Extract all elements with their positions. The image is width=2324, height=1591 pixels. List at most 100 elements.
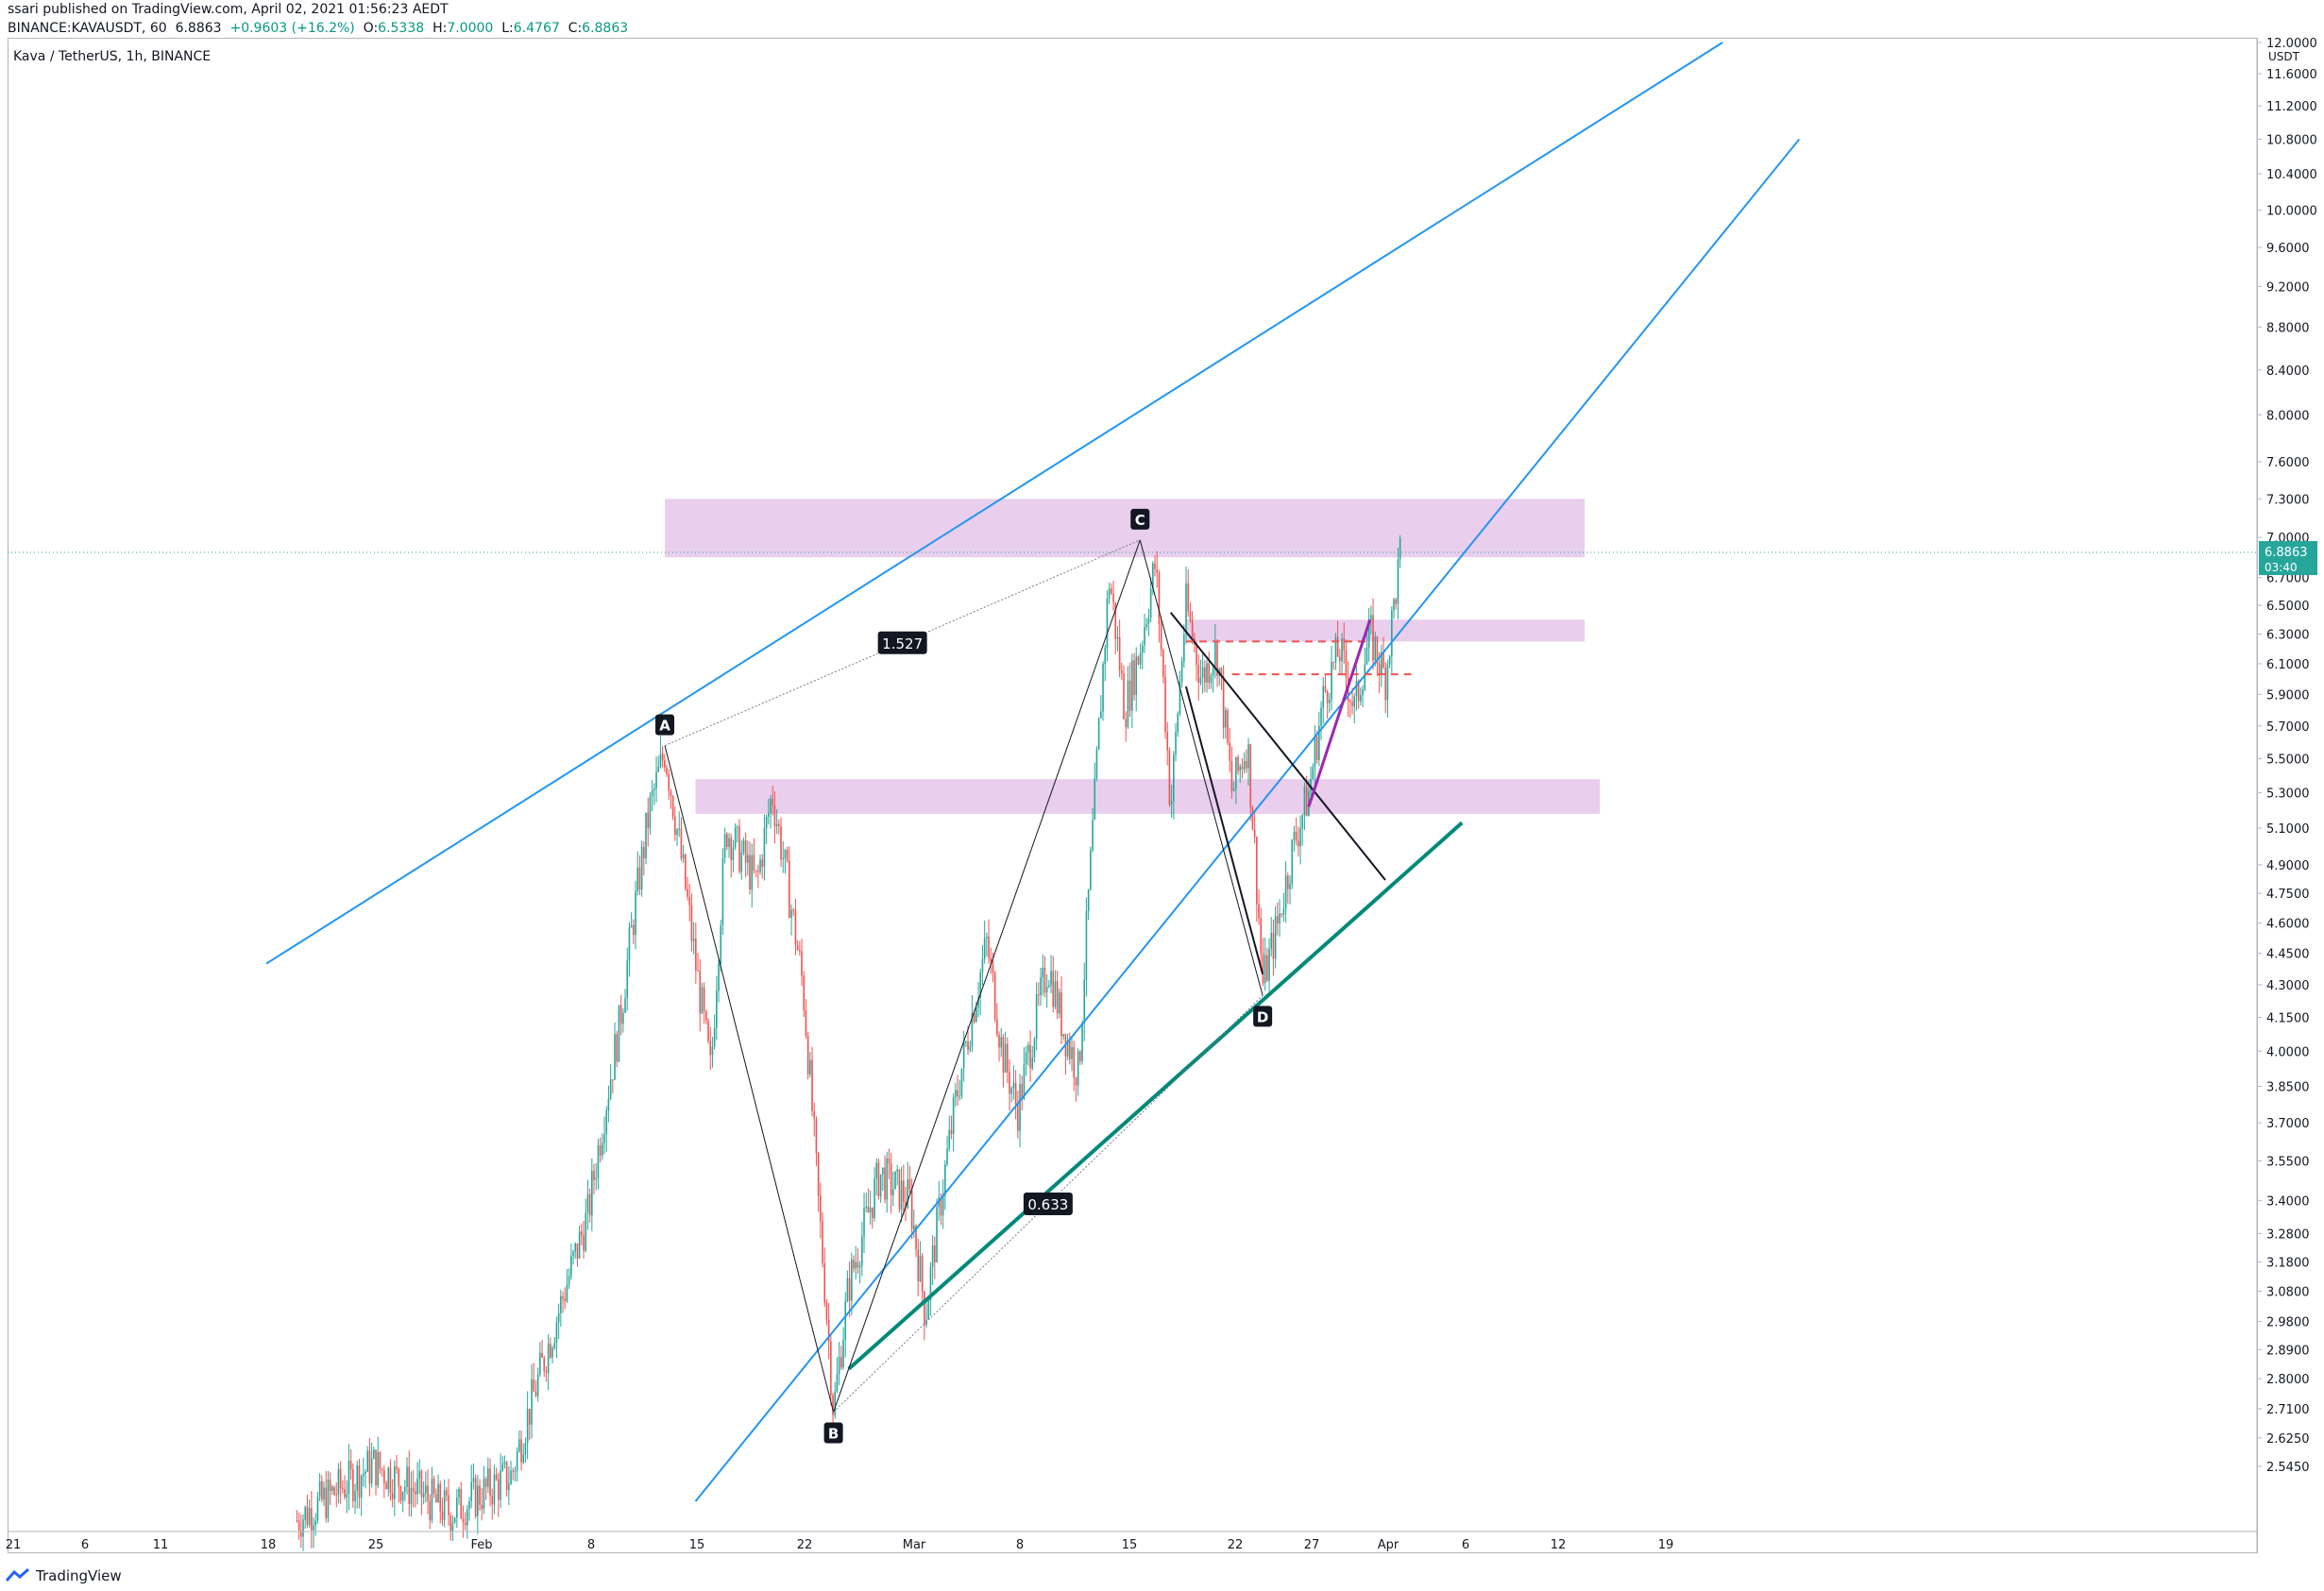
ticker: BINANCE:KAVAUSDT, 60	[8, 21, 167, 36]
candle-body	[996, 1019, 998, 1036]
candle-body	[986, 936, 988, 939]
candle-body	[1246, 760, 1247, 769]
candle-body	[1087, 889, 1090, 911]
candle-body	[1052, 971, 1055, 1007]
candle-body	[900, 1180, 903, 1210]
candle-body	[522, 1454, 525, 1463]
candle-body	[1125, 719, 1128, 728]
candle-body	[593, 1170, 595, 1180]
candle-body	[875, 1162, 878, 1179]
candle-body	[1085, 910, 1088, 980]
candle-body	[1147, 618, 1150, 625]
candle-body	[853, 1260, 855, 1269]
candle-body	[612, 1079, 614, 1081]
candle-body	[588, 1193, 591, 1216]
candle-body	[1247, 744, 1249, 769]
candle-body	[619, 1005, 622, 1024]
candle-body	[1059, 991, 1060, 1014]
candle-body	[910, 1189, 913, 1229]
candle-body	[1144, 626, 1145, 646]
candle-body	[636, 867, 639, 892]
candle-body	[718, 963, 720, 991]
candle-body	[536, 1374, 539, 1396]
candle-body	[385, 1483, 387, 1490]
pattern-leg-BC	[833, 539, 1141, 1413]
candle-body	[363, 1473, 365, 1477]
candle-body	[547, 1344, 550, 1373]
candle-body	[323, 1487, 325, 1500]
candle-body	[1336, 636, 1339, 657]
candle-body	[422, 1493, 425, 1498]
candle-body	[1227, 710, 1229, 743]
candle-body	[354, 1490, 356, 1501]
candle-body	[823, 1262, 826, 1303]
candle-body	[516, 1450, 518, 1471]
candle-body	[1014, 1083, 1017, 1106]
candle-body	[1239, 766, 1242, 771]
y-tick-label: 2.6250	[2266, 1432, 2310, 1447]
candle-body	[820, 1195, 822, 1222]
candle-body	[848, 1278, 851, 1301]
candle-body	[967, 1041, 969, 1050]
candle-body	[744, 839, 747, 863]
pattern-point-A-label: A	[659, 718, 670, 735]
x-tick-label: 11	[153, 1538, 169, 1552]
candle-body	[1137, 656, 1140, 665]
y-tick-label: 8.8000	[2266, 322, 2310, 336]
candle-body	[921, 1256, 924, 1293]
candle-body	[757, 871, 759, 872]
candle-body	[1007, 1043, 1009, 1073]
candle-body	[1391, 610, 1393, 657]
candle-body	[616, 1034, 619, 1062]
candle-body	[318, 1481, 321, 1498]
candle-body	[366, 1450, 369, 1472]
pattern-leg-CD	[1139, 539, 1264, 996]
purple-trend	[1307, 618, 1372, 807]
candle-body	[801, 951, 803, 976]
candle-body	[649, 796, 652, 829]
candle-body	[732, 847, 735, 860]
candle-body	[730, 838, 733, 860]
candle-body	[356, 1464, 359, 1491]
candle-body	[1357, 681, 1360, 702]
candle-body	[526, 1408, 529, 1444]
symbol-title: Kava / TetherUS, 1h, BINANCE	[13, 49, 212, 64]
candle-body	[624, 997, 626, 1013]
resistance-zone-1	[665, 499, 1586, 558]
candle-body	[903, 1180, 905, 1202]
candle-body	[1212, 668, 1214, 676]
candle-body	[747, 855, 749, 863]
pattern-point-A-box	[655, 714, 675, 736]
candle-body	[1251, 807, 1254, 830]
candle-body	[1175, 731, 1177, 755]
y-tick-label: 12.0000	[2266, 37, 2317, 51]
pattern-point-D-label: D	[1257, 1008, 1268, 1025]
candle-body	[1268, 948, 1270, 981]
candle-body	[965, 1041, 967, 1043]
candle-body	[882, 1167, 884, 1175]
candle-body	[607, 1098, 610, 1111]
candle-body	[659, 753, 662, 767]
candle-body	[300, 1530, 302, 1537]
candle-body	[737, 826, 738, 828]
candle-body	[1305, 787, 1308, 816]
candle-body	[742, 839, 745, 853]
candle-body	[789, 860, 790, 919]
candle-body	[1334, 636, 1337, 663]
candle-body	[692, 938, 695, 941]
candle-body	[1170, 801, 1173, 805]
candle-body	[321, 1481, 323, 1500]
price-change: +0.9603 (+16.2%)	[229, 21, 355, 36]
candle-body	[687, 889, 688, 897]
candle-body	[952, 1096, 955, 1135]
candle-body	[699, 971, 702, 1014]
candle-body	[1235, 756, 1237, 789]
candle-body	[1272, 932, 1275, 959]
high-value: 7.0000	[447, 21, 494, 36]
candle-body	[605, 1110, 608, 1135]
candle-body	[941, 1195, 944, 1216]
candle-body	[884, 1167, 886, 1200]
candle-body	[296, 1520, 298, 1522]
candle-body	[396, 1466, 398, 1469]
